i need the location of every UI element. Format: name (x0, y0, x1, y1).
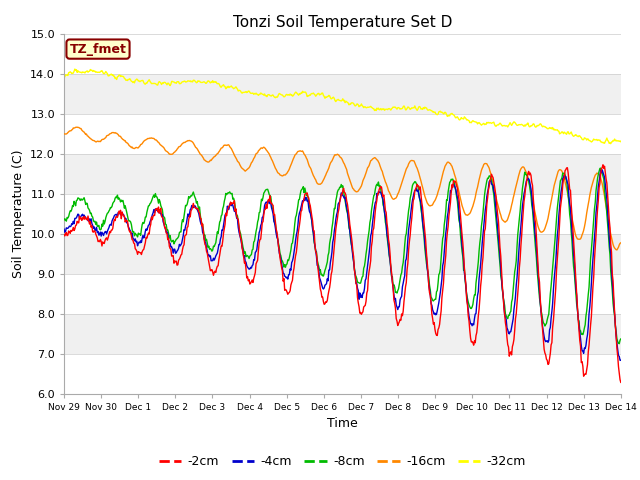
Bar (64, 313, 621, 354)
Text: TZ_fmet: TZ_fmet (70, 43, 127, 56)
Bar (64, 234, 621, 274)
Bar (64, 354, 621, 394)
Bar (64, 274, 621, 313)
X-axis label: Time: Time (327, 417, 358, 430)
Bar (64, 114, 621, 154)
Bar (64, 154, 621, 193)
Bar (64, 34, 621, 73)
Legend: -2cm, -4cm, -8cm, -16cm, -32cm: -2cm, -4cm, -8cm, -16cm, -32cm (154, 450, 531, 473)
Bar (64, 193, 621, 234)
Bar (64, 73, 621, 114)
Y-axis label: Soil Temperature (C): Soil Temperature (C) (12, 149, 25, 278)
Title: Tonzi Soil Temperature Set D: Tonzi Soil Temperature Set D (233, 15, 452, 30)
